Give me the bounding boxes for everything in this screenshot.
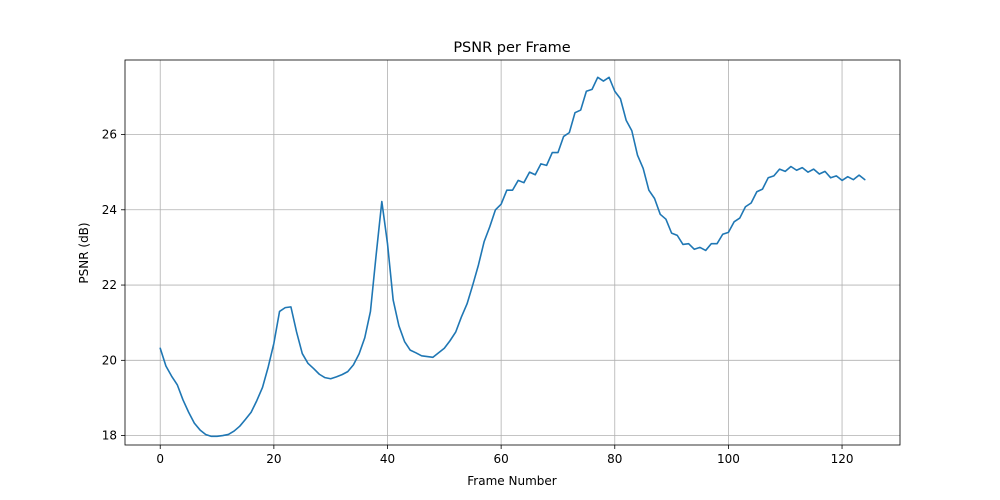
chart-title: PSNR per Frame [453,40,570,56]
x-tick-label: 20 [266,452,281,466]
x-tick-label: 0 [156,452,164,466]
x-tick-label: 100 [717,452,740,466]
y-axis-ticks: 18 20 22 24 26 [102,128,125,443]
plot-frame [124,59,901,446]
x-axis-ticks: 0 20 40 60 80 100 120 [156,445,853,466]
psnr-series-line [159,76,866,438]
grid-lines [125,60,900,445]
y-axis-label: PSNR (dB) [77,222,91,283]
y-tick-label: 26 [102,128,117,142]
x-tick-label: 40 [380,452,395,466]
x-axis-label: Frame Number [467,474,556,488]
x-tick-label: 60 [493,452,508,466]
y-tick-label: 24 [102,203,117,217]
series-layer [159,76,866,438]
y-tick-label: 18 [102,429,117,443]
y-tick-label: 22 [102,278,117,292]
x-tick-label: 120 [831,452,854,466]
y-tick-label: 20 [102,353,117,367]
x-tick-label: 80 [607,452,622,466]
